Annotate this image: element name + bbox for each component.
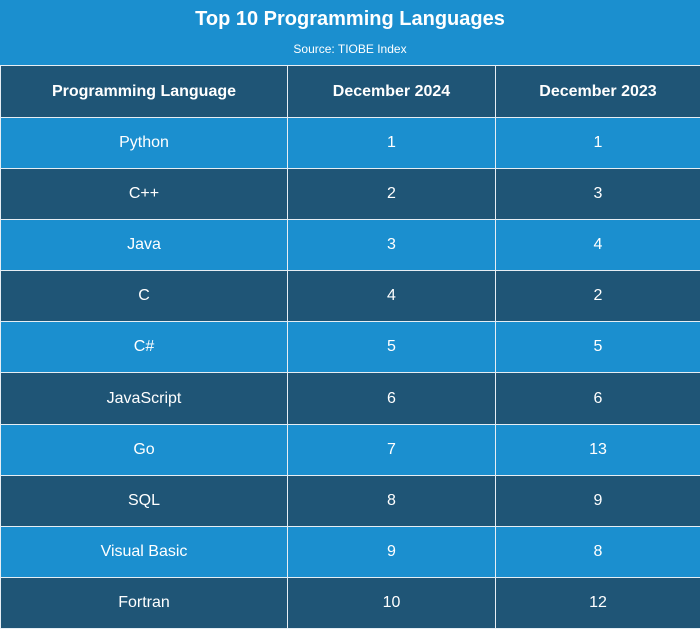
column-header-december-2023: December 2023 (495, 65, 700, 118)
column-header-language: Programming Language (0, 65, 288, 118)
language-cell: Visual Basic (0, 525, 288, 578)
language-cell: Java (0, 219, 288, 272)
rank-2024-cell: 8 (287, 474, 496, 527)
rank-2023-cell: 8 (495, 525, 700, 578)
rank-2024-cell: 7 (287, 423, 496, 476)
table-row: Java 3 4 (0, 219, 700, 272)
language-cell: Fortran (0, 576, 288, 629)
table-body: Python 1 1 C++ 2 3 Java 3 4 C 4 2 C# 5 (0, 116, 700, 629)
table-title: Top 10 Programming Languages (195, 8, 505, 30)
table-row: C++ 2 3 (0, 168, 700, 221)
table-row: C# 5 5 (0, 321, 700, 374)
rank-2023-cell: 13 (495, 423, 700, 476)
rank-2024-cell: 1 (287, 116, 496, 170)
language-cell: JavaScript (0, 372, 288, 425)
rank-2023-cell: 2 (495, 270, 700, 323)
ranking-table: Programming Language December 2024 Decem… (0, 65, 700, 629)
language-cell: C# (0, 321, 288, 374)
rank-2023-cell: 9 (495, 474, 700, 527)
rank-2023-cell: 4 (495, 219, 700, 272)
language-cell: Python (0, 116, 288, 170)
language-cell: C++ (0, 168, 288, 221)
rank-2023-cell: 3 (495, 168, 700, 221)
rank-2024-cell: 2 (287, 168, 496, 221)
table-subtitle: Source: TIOBE Index (293, 42, 407, 56)
language-cell: SQL (0, 474, 288, 527)
column-header-december-2024: December 2024 (287, 65, 496, 118)
rank-2023-cell: 1 (495, 116, 700, 170)
rank-2023-cell: 6 (495, 372, 700, 425)
table-row: Go 7 13 (0, 423, 700, 476)
rank-2024-cell: 9 (287, 525, 496, 578)
rank-2024-cell: 5 (287, 321, 496, 374)
rank-2024-cell: 4 (287, 270, 496, 323)
language-cell: Go (0, 423, 288, 476)
table-row: Fortran 10 12 (0, 576, 700, 629)
table-row: Python 1 1 (0, 116, 700, 170)
rank-2023-cell: 5 (495, 321, 700, 374)
rank-2024-cell: 6 (287, 372, 496, 425)
table-row: Visual Basic 9 8 (0, 525, 700, 578)
table-row: SQL 8 9 (0, 474, 700, 527)
rank-2024-cell: 10 (287, 576, 496, 629)
rank-2024-cell: 3 (287, 219, 496, 272)
table-row: C 4 2 (0, 270, 700, 323)
language-cell: C (0, 270, 288, 323)
table-header-banner: Top 10 Programming Languages Source: TIO… (0, 0, 700, 65)
column-header-row: Programming Language December 2024 Decem… (0, 65, 700, 118)
table-row: JavaScript 6 6 (0, 372, 700, 425)
rank-2023-cell: 12 (495, 576, 700, 629)
